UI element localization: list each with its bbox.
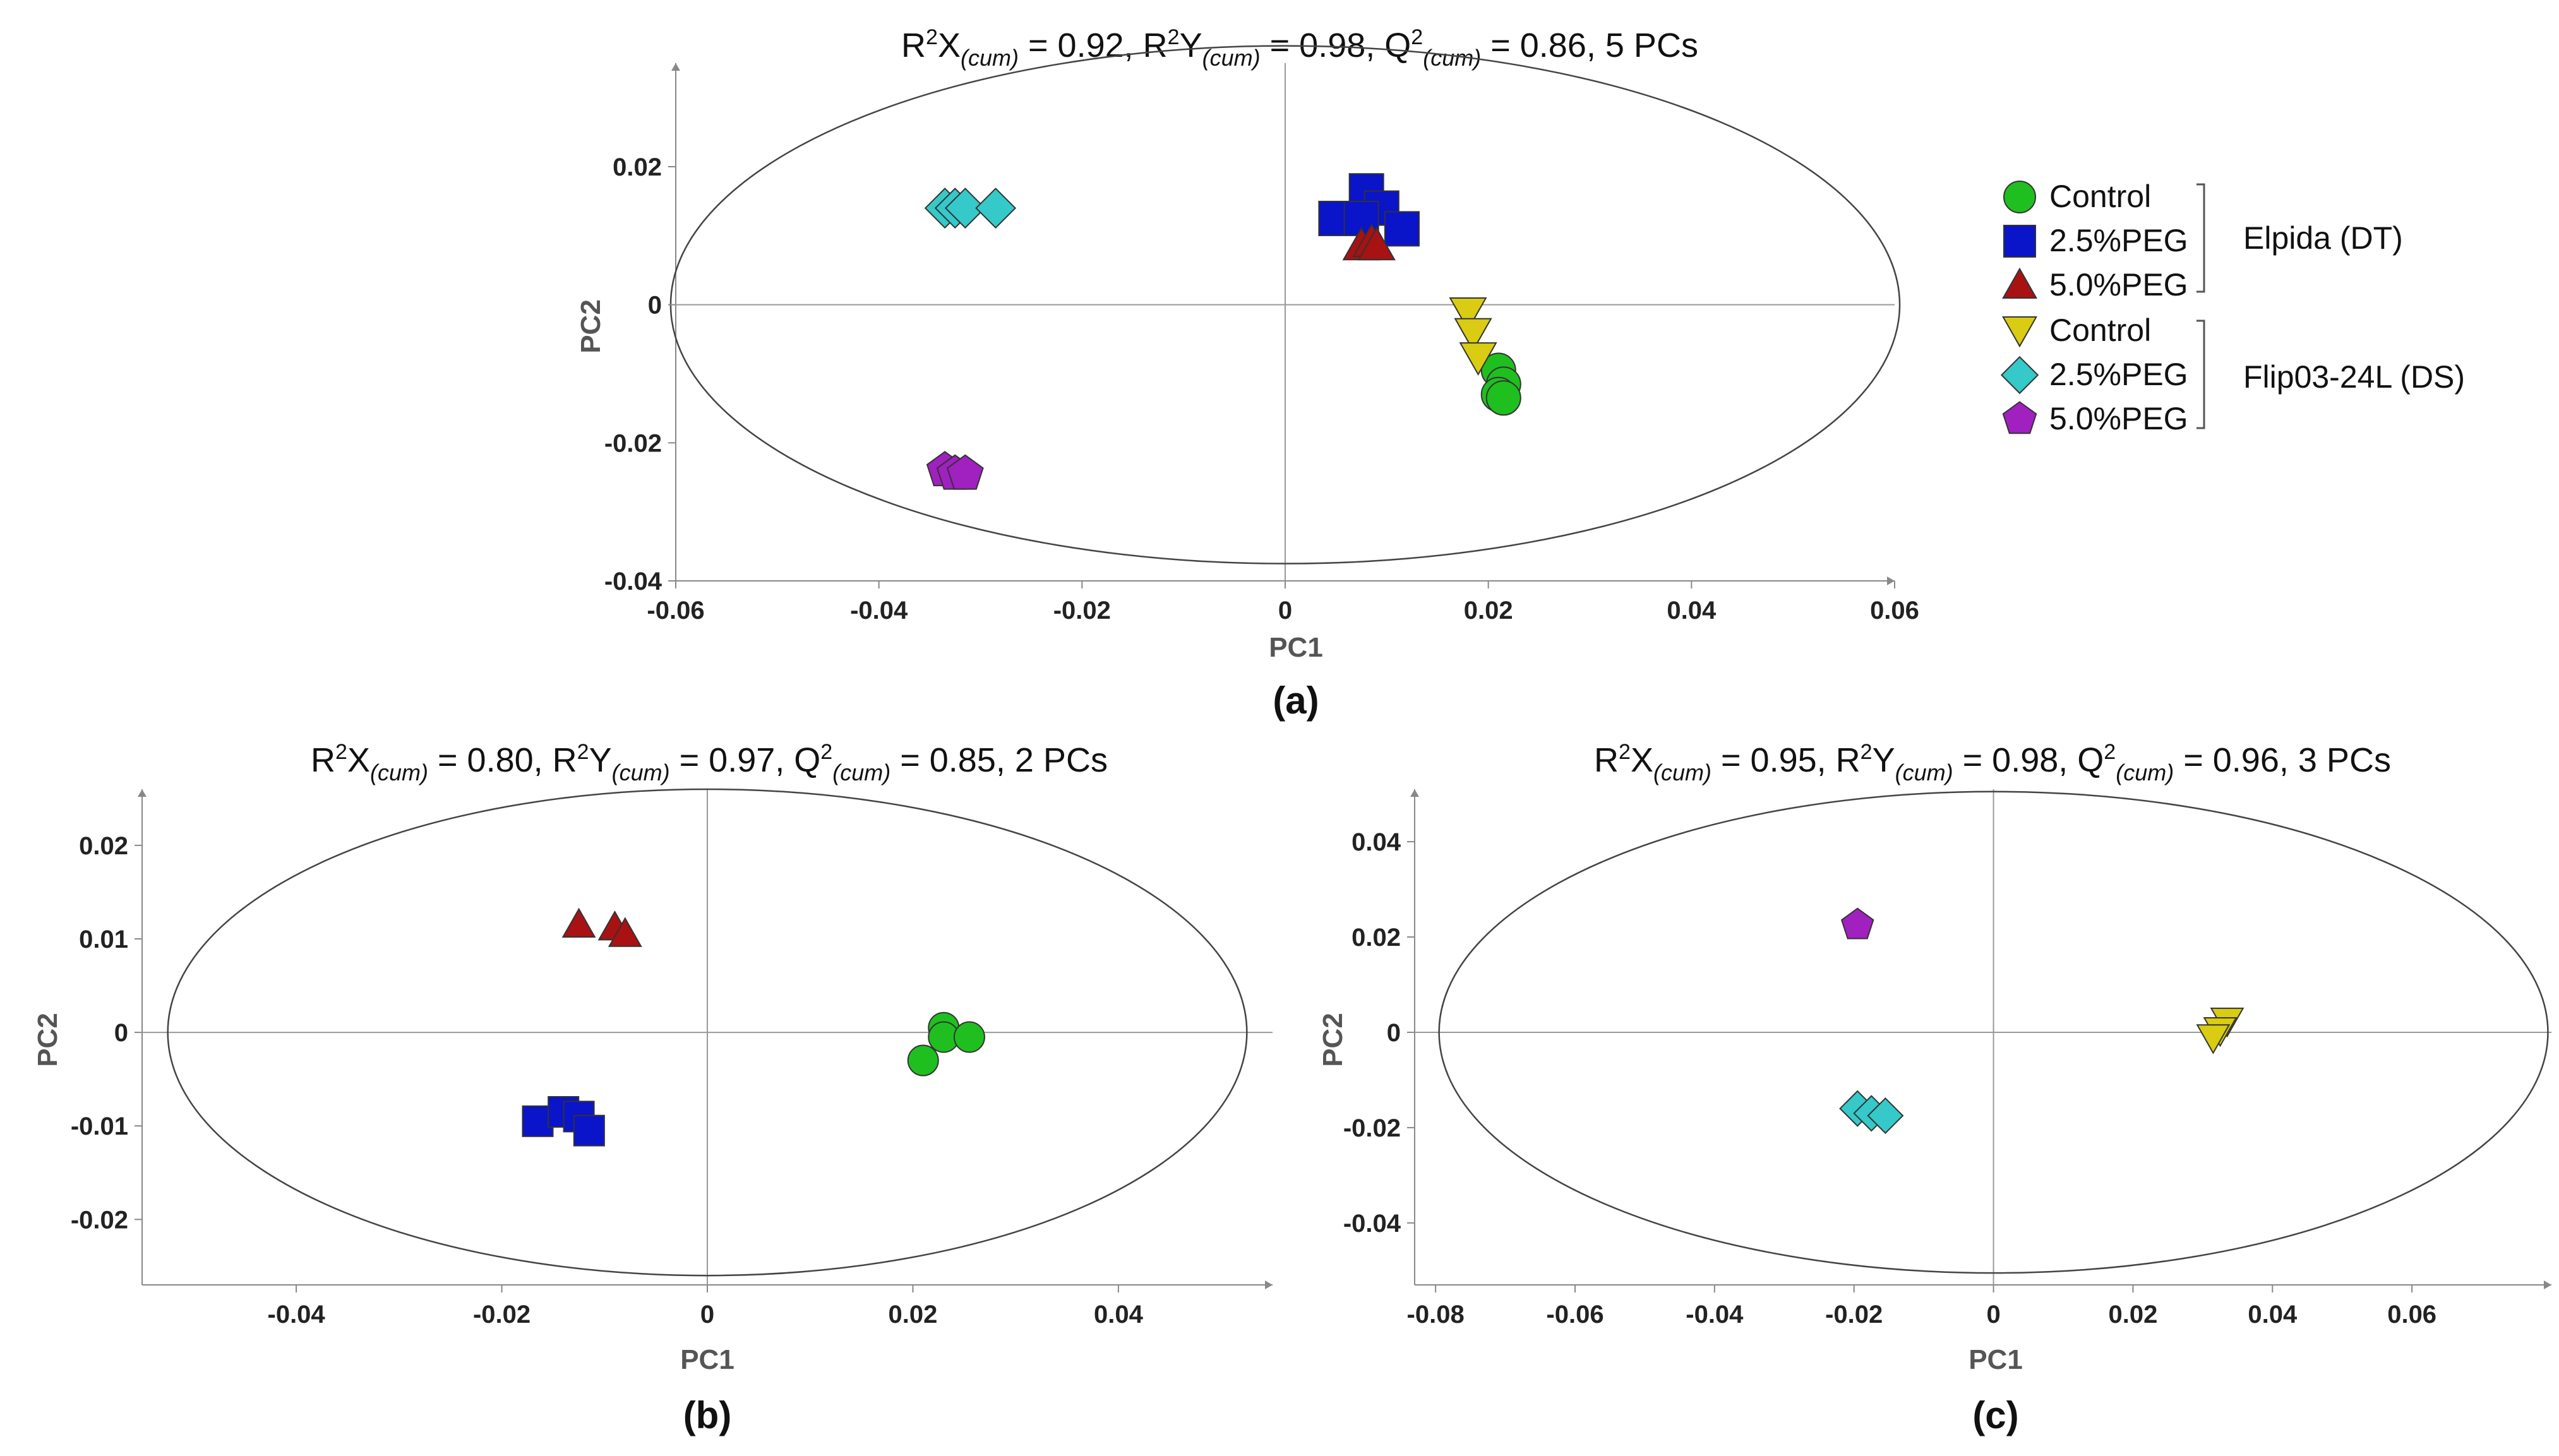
panel-c-point-peg25-ds: [1867, 1097, 1904, 1135]
panel-b-point-control-dt: [953, 1021, 985, 1053]
panel-c-x-tick-label: -0.04: [1686, 1301, 1744, 1328]
panel-a-y-axis-label: PC2: [575, 299, 606, 354]
panel-a-point-peg50-dt: [1357, 227, 1396, 261]
panel-c-point-control-ds: [2196, 1024, 2231, 1054]
panel-b-x-tick-label: -0.02: [473, 1301, 530, 1328]
panel-c-y-axis-label: PC2: [1317, 1013, 1348, 1067]
legend-label-control-dt: Control: [2049, 179, 2151, 214]
diamond-marker-icon: [2000, 355, 2039, 395]
panel-c-x-tick-label: 0.02: [2108, 1301, 2157, 1328]
panel-c-y-tick-label: 0.02: [1351, 924, 1401, 952]
panel-c-y-tick-label: -0.02: [1343, 1114, 1401, 1142]
panel-b-x-axis-arrow: [1265, 1280, 1273, 1289]
legend: Control 2.5%PEG 5.0%PEG Control 2.5%PEG …: [2000, 179, 2465, 436]
panel-b-point-peg25-dt: [573, 1114, 605, 1147]
panel-c-label: (c): [1972, 1394, 2018, 1436]
panel-b-x-tick-label: 0.02: [889, 1301, 938, 1328]
panel-c-x-tick-label: -0.06: [1546, 1301, 1603, 1328]
panel-b-y-axis-label: PC2: [32, 1013, 63, 1067]
panel-c-y-tick-label: 0: [1387, 1019, 1401, 1047]
panel-a-point-peg25-ds: [944, 188, 986, 229]
panel-a-y-tick-label: 0: [648, 292, 662, 319]
panel-a-x-tick-label: 0.02: [1464, 597, 1513, 624]
panel-c-point-peg50-ds: [1840, 907, 1874, 940]
panel-b-x-tick-label: 0.04: [1094, 1301, 1144, 1328]
legend-label-control-ds: Control: [2049, 313, 2151, 348]
panel-a-x-tick-label: -0.04: [850, 597, 908, 624]
legend-group-elpida: Elpida (DT): [2243, 220, 2403, 256]
panel-b-x-tick-label: -0.04: [268, 1301, 326, 1328]
panel-a-x-axis-label: PC1: [1269, 632, 1323, 663]
panel-c-axes: -0.08 -0.06 -0.04 -0.02 0 0.02 0.04 0.06 -0.04 -0…: [1343, 789, 2551, 1328]
legend-label-peg50-dt: 5.0%PEG: [2049, 267, 2188, 302]
panel-b-y-axis-arrow: [138, 789, 147, 797]
panel-c-x-axis-label: PC1: [1969, 1344, 2023, 1375]
panel-a-x-tick-label: 0.04: [1667, 597, 1717, 624]
panel-c-x-tick-label: 0: [1986, 1301, 2000, 1328]
panel-c-x-tick-label: 0.06: [2387, 1301, 2436, 1328]
panel-b-hotelling-ellipse: [167, 788, 1248, 1277]
panel-b-title: R2X(cum) = 0.80, R2Y(cum) = 0.97, Q2(cum…: [311, 740, 1108, 785]
panel-b-point-peg50-dt: [561, 907, 596, 938]
panel-b-y-tick-label: -0.01: [71, 1113, 128, 1140]
panel-c: R2X(cum) = 0.95, R2Y(cum) = 0.98, Q2(cum…: [1317, 740, 2551, 1436]
panel-c-x-tick-label: -0.08: [1407, 1301, 1465, 1328]
legend-bracket-elpida: [2196, 183, 2205, 293]
triangle-down-marker-icon: [2002, 316, 2038, 348]
panel-c-y-axis-arrow: [1410, 789, 1419, 797]
triangle-up-marker-icon: [2002, 267, 2038, 299]
panel-c-x-axis-arrow: [2544, 1280, 2551, 1289]
legend-bracket-flip: [2196, 319, 2205, 429]
panel-a-y-tick-label: 0.02: [613, 153, 662, 181]
legend-markers: [2000, 181, 2039, 434]
panel-c-y-tick-label: -0.04: [1343, 1210, 1401, 1238]
panel-a-title: R2X(cum) = 0.92, R2Y(cum) = 0.98, Q2(cum…: [901, 25, 1698, 71]
panel-a-y-axis-arrow: [671, 63, 680, 71]
circle-marker-icon: [2003, 181, 2036, 213]
panel-b-y-tick-label: 0.02: [79, 832, 128, 860]
panel-a-point-peg25-ds: [975, 188, 1017, 229]
panel-a-point-peg25-dt: [1384, 211, 1420, 247]
panel-a-point-control-ds: [1449, 297, 1487, 331]
panel-a-x-tick-label: 0: [1278, 597, 1292, 624]
panel-c-hotelling-ellipse: [1438, 791, 2549, 1274]
legend-label-peg50-ds: 5.0%PEG: [2049, 401, 2188, 436]
panel-a-x-tick-label: -0.02: [1053, 597, 1111, 624]
panel-a-axes: -0.06 -0.04 -0.02 0 0.02 0.04 0.06-0.04-0.0200…: [604, 45, 1919, 624]
panel-b-x-tick-label: 0: [700, 1301, 714, 1328]
panel-a-y-tick-label: -0.04: [604, 568, 662, 595]
panel-b-y-tick-label: -0.02: [71, 1206, 128, 1234]
panel-c-x-tick-label: 0.04: [2248, 1301, 2298, 1328]
panel-c-x-tick-label: -0.02: [1825, 1301, 1883, 1328]
panel-a: R2X(cum) = 0.92, R2Y(cum) = 0.98, Q2(cum…: [575, 25, 1919, 722]
panel-c-y-tick-label: 0.04: [1351, 828, 1401, 856]
panel-a-x-axis-arrow: [1887, 576, 1895, 585]
panel-a-label: (a): [1273, 679, 1319, 722]
panel-b: R2X(cum) = 0.80, R2Y(cum) = 0.97, Q2(cum…: [32, 740, 1273, 1436]
panel-a-point-control-ds: [1459, 342, 1497, 376]
panel-b-label: (b): [683, 1394, 732, 1436]
legend-group-flip: Flip03-24L (DS): [2243, 359, 2465, 395]
legend-label-peg25-dt: 2.5%PEG: [2049, 223, 2188, 258]
pentagon-marker-icon: [2002, 401, 2037, 434]
panel-b-point-control-dt: [907, 1044, 939, 1077]
panel-a-y-tick-label: -0.02: [604, 429, 662, 457]
panel-b-y-tick-label: 0.01: [79, 926, 128, 953]
legend-label-peg25-ds: 2.5%PEG: [2049, 357, 2188, 392]
panel-b-x-axis-label: PC1: [680, 1344, 734, 1375]
panel-b-axes: -0.04 -0.02 0 0.02 0.04 -0.02 -0.01 0 0.01 0.02: [71, 788, 1273, 1328]
panel-c-title: R2X(cum) = 0.95, R2Y(cum) = 0.98, Q2(cum…: [1594, 740, 2391, 785]
panel-b-y-tick-label: 0: [114, 1019, 128, 1047]
panel-a-x-tick-label: 0.06: [1870, 597, 1919, 624]
panel-a-x-tick-label: -0.06: [647, 597, 704, 624]
panel-a-point-peg50-ds: [946, 454, 984, 490]
square-marker-icon: [2003, 225, 2036, 258]
panel-a-point-control-dt: [1485, 380, 1521, 416]
panel-a-point-control-ds: [1454, 318, 1492, 352]
panel-b-point-peg50-dt: [608, 917, 642, 947]
